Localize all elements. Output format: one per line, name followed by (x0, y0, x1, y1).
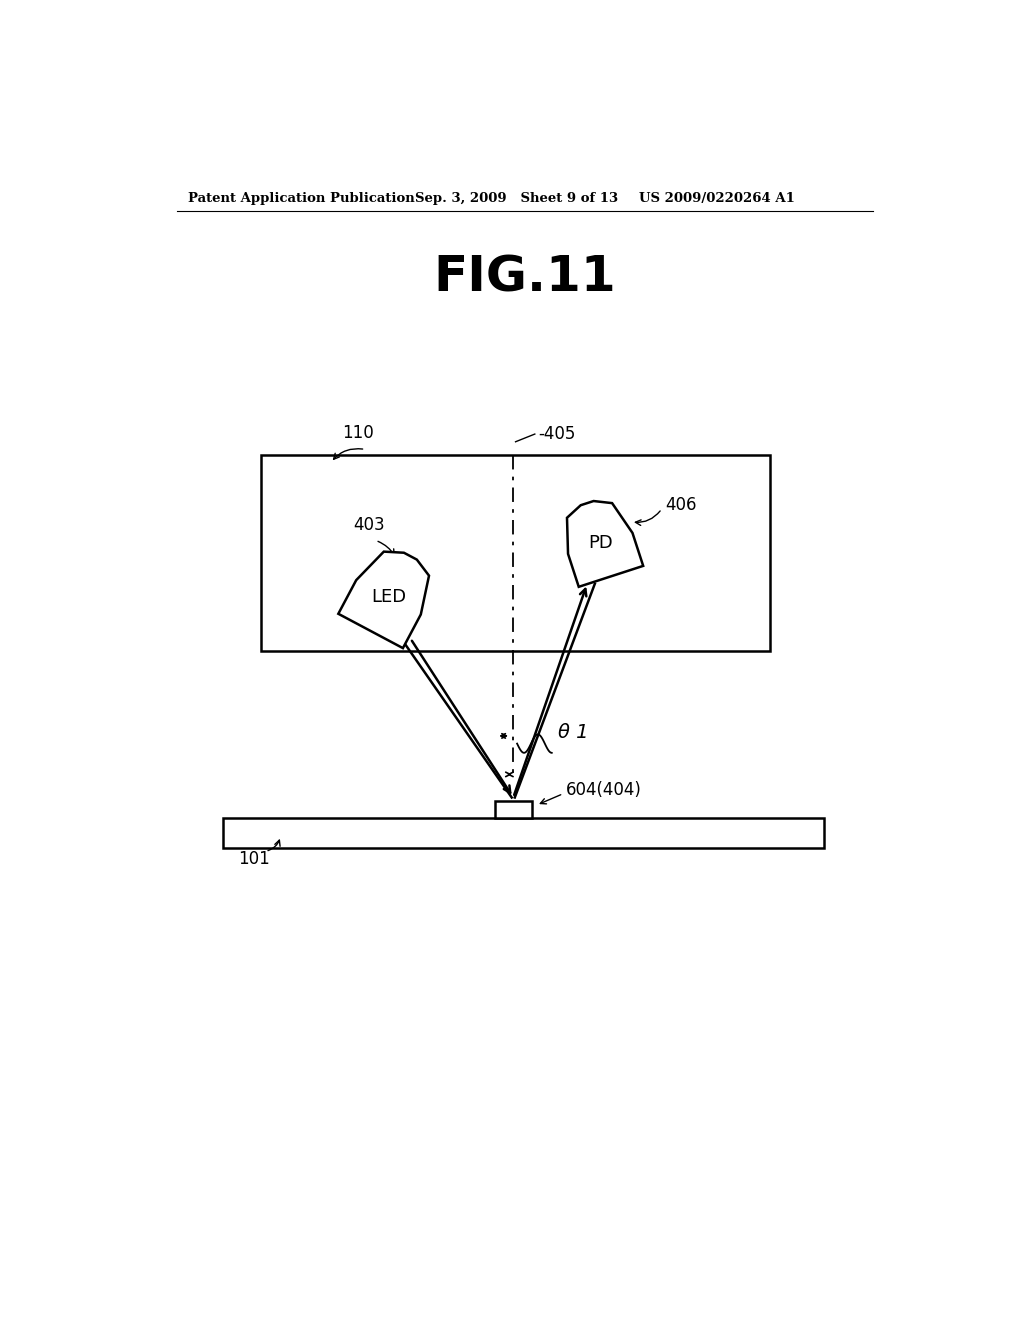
Polygon shape (338, 552, 429, 648)
Text: 406: 406 (666, 496, 697, 513)
Bar (495, 801, 531, 818)
Bar (261, 455, 770, 651)
Text: 403: 403 (353, 516, 385, 535)
Text: Patent Application Publication: Patent Application Publication (188, 191, 415, 205)
Bar (223, 818, 823, 847)
Text: 101: 101 (238, 850, 269, 867)
Text: US 2009/0220264 A1: US 2009/0220264 A1 (639, 191, 795, 205)
Text: Sep. 3, 2009   Sheet 9 of 13: Sep. 3, 2009 Sheet 9 of 13 (416, 191, 618, 205)
Polygon shape (567, 502, 643, 587)
Text: -405: -405 (539, 425, 577, 444)
Text: 604(404): 604(404) (565, 781, 641, 799)
Text: LED: LED (371, 589, 407, 606)
Text: θ 1: θ 1 (558, 722, 589, 742)
Text: 110: 110 (342, 424, 374, 442)
Text: FIG.11: FIG.11 (433, 253, 616, 302)
Text: PD: PD (588, 535, 612, 552)
